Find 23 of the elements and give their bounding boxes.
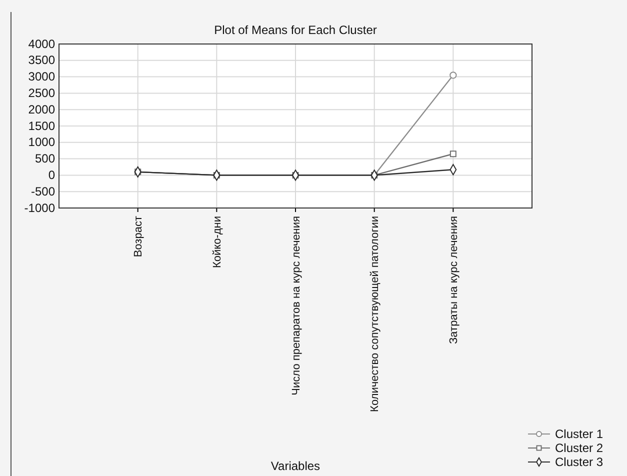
y-tick-label: 1000 <box>28 135 56 150</box>
legend-label: Cluster 1 <box>555 427 604 442</box>
y-tick-label: 4000 <box>28 36 56 51</box>
x-tick-label: Затраты на курс лечения <box>448 216 460 344</box>
point <box>450 150 456 158</box>
x-tick-label: Количество сопутствующей патологии <box>369 216 382 412</box>
x-tick-label: Возраст <box>132 216 145 258</box>
point <box>450 72 457 79</box>
y-tick-label: 3000 <box>28 70 56 84</box>
x-tick-label: Число препаратов на курс лечения <box>290 216 302 396</box>
legend-label: Cluster 2 <box>555 441 604 456</box>
y-tick-label: 3500 <box>28 53 56 68</box>
legend-label: Cluster 3 <box>555 455 604 470</box>
y-tick-label: -500 <box>30 184 56 198</box>
y-tick-label: 2000 <box>28 102 56 116</box>
y-tick-label: 1500 <box>28 118 56 133</box>
x-tick-label: Койко-дни <box>212 216 224 268</box>
y-tick-label: -1000 <box>24 200 56 215</box>
y-tick-label: 500 <box>34 152 56 166</box>
x-axis-title: Variables <box>270 459 320 473</box>
chart-title: Plot of Means for Each Cluster <box>214 23 377 37</box>
y-tick-label: 2500 <box>28 86 56 100</box>
y-tick-label: 0 <box>48 168 56 182</box>
